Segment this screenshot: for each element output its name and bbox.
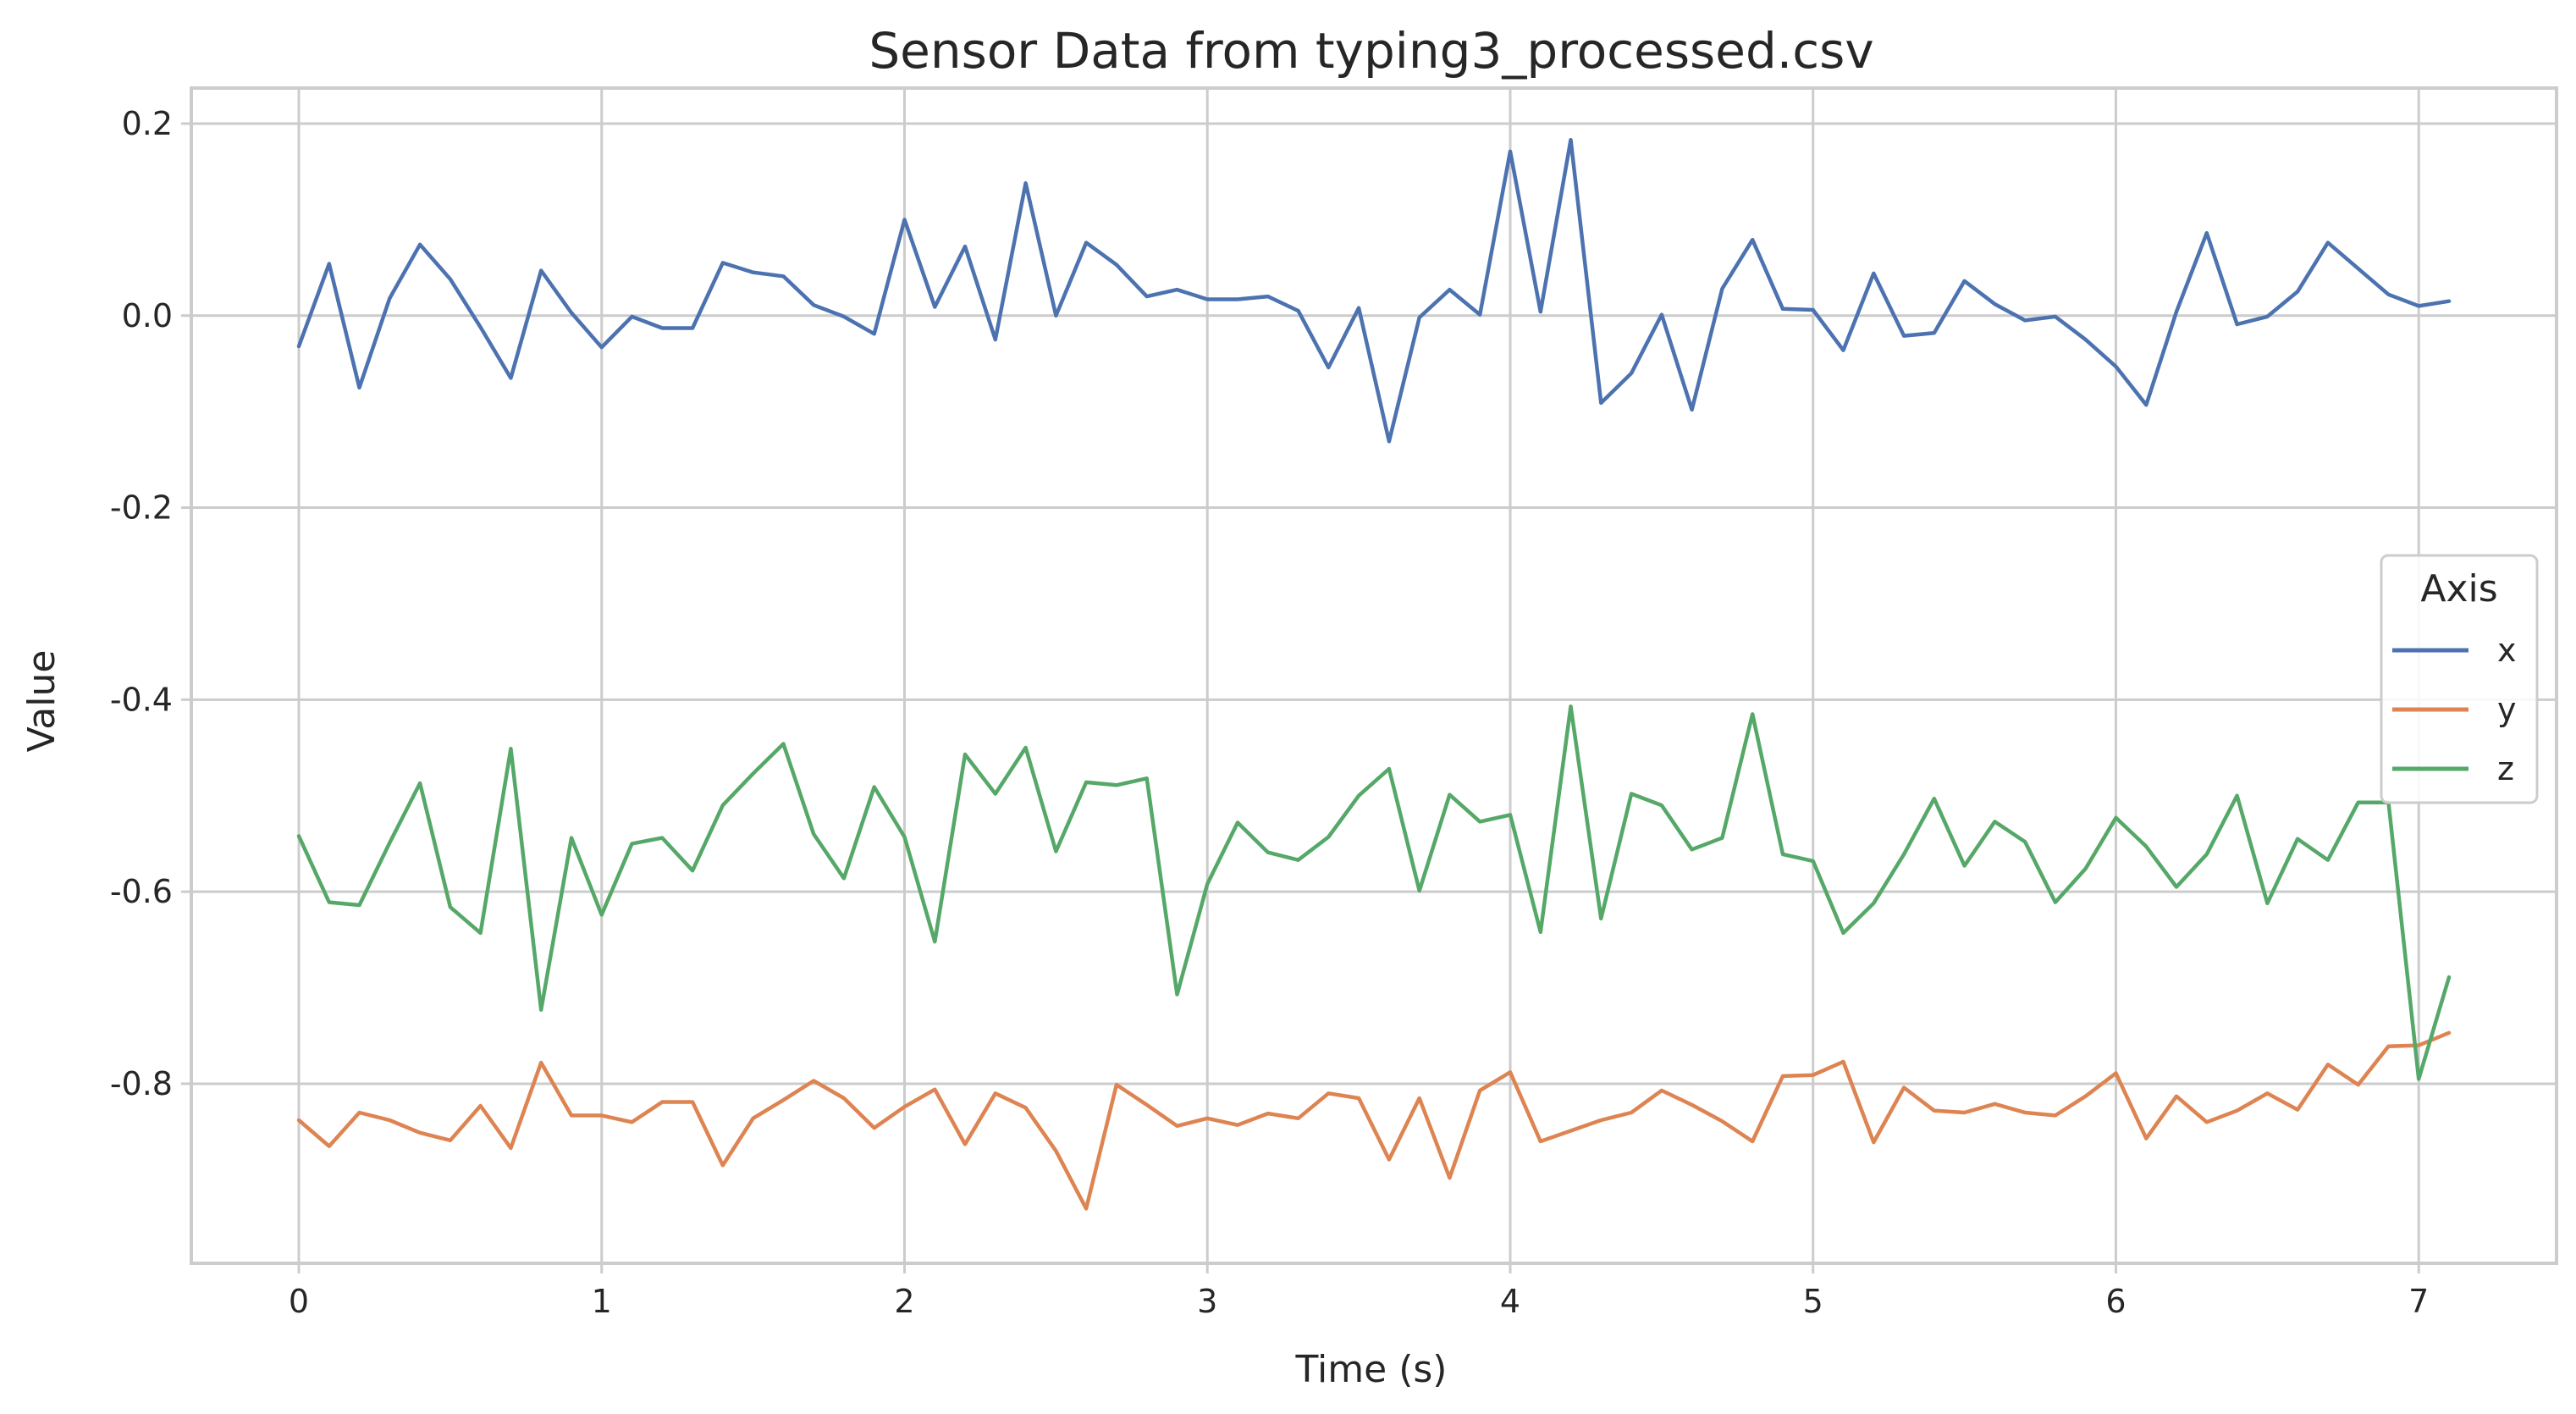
x-tick-label: 1	[592, 1283, 612, 1320]
legend: Axis xyz	[2380, 554, 2539, 804]
grid	[191, 88, 2557, 1263]
x-tick-label: 7	[2408, 1283, 2429, 1320]
y-tick-label: -0.4	[110, 681, 173, 718]
tick-labels: 0 1 2 3 4 5 6 7 0.2 0.0 -0.2 -0.4 -0.6 -0.8	[110, 105, 2429, 1320]
series-line-z	[296, 704, 2452, 1081]
series-line-y	[296, 1030, 2452, 1211]
chart-title: Sensor Data from typing3_processed.csv	[869, 22, 1873, 80]
legend-entries: xyz	[2392, 632, 2517, 787]
y-tick-label: -0.2	[110, 489, 173, 527]
plot-frame	[190, 86, 2558, 1265]
y-tick-label: -0.6	[110, 873, 173, 910]
legend-label-x: x	[2497, 632, 2517, 669]
x-tick-label: 6	[2105, 1283, 2126, 1320]
x-tick-label: 3	[1197, 1283, 1217, 1320]
legend-label-z: z	[2497, 750, 2514, 787]
y-tick-label: -0.8	[110, 1065, 173, 1102]
legend-box	[2380, 554, 2539, 804]
y-axis-label: Value	[20, 650, 63, 753]
x-axis-label: Time (s)	[1295, 1348, 1448, 1391]
x-tick-label: 5	[1803, 1283, 1823, 1320]
x-tick-label: 0	[289, 1283, 309, 1320]
legend-label-y: y	[2497, 691, 2517, 728]
x-tick-label: 2	[894, 1283, 914, 1320]
y-tick-label: 0.0	[122, 297, 173, 334]
legend-title: Axis	[2420, 567, 2497, 610]
x-tick-label: 4	[1500, 1283, 1520, 1320]
series-layer	[296, 137, 2452, 1211]
series-line-x	[296, 137, 2452, 444]
y-tick-label: 0.2	[122, 105, 173, 142]
